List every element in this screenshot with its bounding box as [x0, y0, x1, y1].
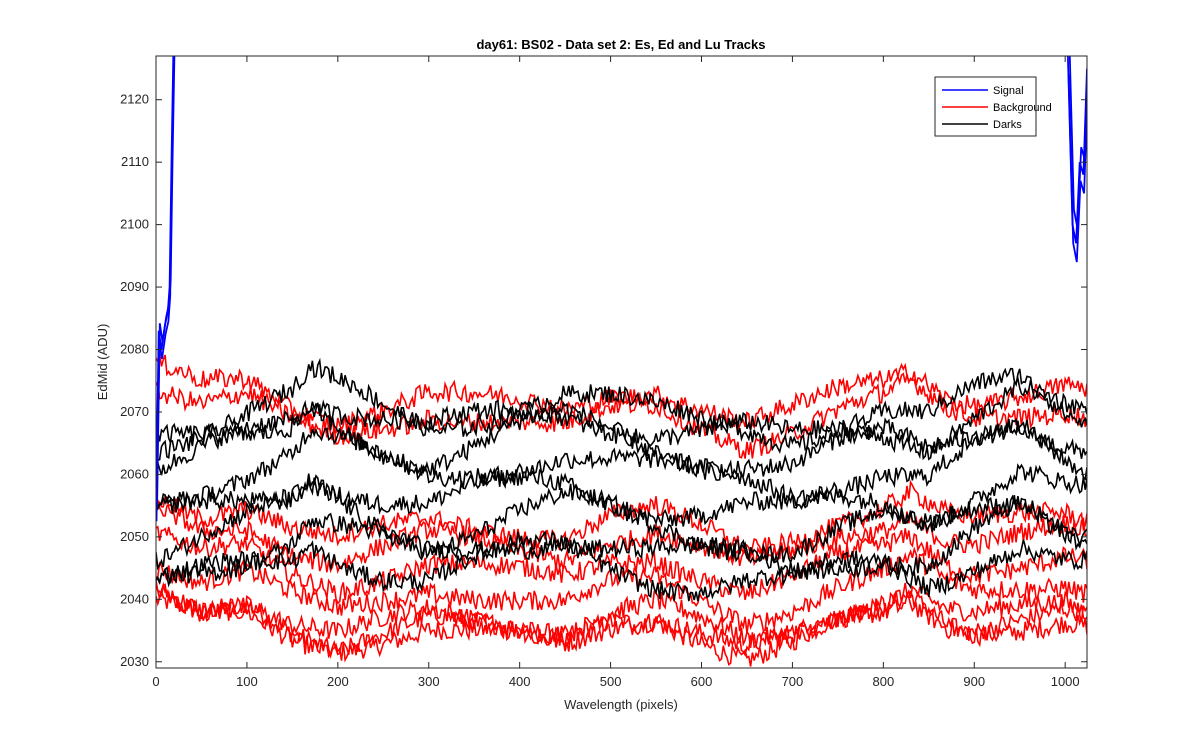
signal-trace-left: [156, 56, 176, 505]
y-axis: 2030 2040 2050 2060 2070 2080 2090 2100 2110 2120: [120, 92, 1087, 669]
x-tick-label: 800: [872, 674, 894, 689]
trace-group: [156, 56, 1087, 667]
x-tick-label: 100: [236, 674, 258, 689]
y-tick-label: 2050: [120, 529, 149, 544]
y-tick-label: 2090: [120, 279, 149, 294]
y-tick-label: 2040: [120, 591, 149, 606]
x-tick-label: 700: [782, 674, 804, 689]
x-axis: 0 100 200 300 400 500 600 700 800 900 1000: [152, 56, 1080, 689]
legend: Signal Background Darks: [934, 76, 1052, 137]
background-trace: [156, 479, 1087, 557]
y-tick-label: 2110: [121, 154, 149, 169]
legend-label-signal: Signal: [993, 85, 1024, 97]
background-trace: [156, 353, 1087, 434]
darks-trace: [156, 463, 1087, 533]
y-axis-label: EdMid (ADU): [95, 324, 110, 401]
y-tick-label: 2120: [120, 92, 149, 107]
darks-trace: [156, 376, 1087, 461]
x-tick-label: 200: [327, 674, 349, 689]
darks-trace: [156, 530, 1087, 602]
y-tick-label: 2030: [120, 654, 149, 669]
axes-box: [155, 55, 1088, 669]
background-trace: [156, 583, 1087, 659]
legend-label-background: Background: [993, 102, 1052, 114]
darks-trace: [156, 418, 1087, 512]
signal-trace-right: [1068, 56, 1087, 229]
data-traces: [156, 56, 1087, 667]
x-tick-label: 500: [600, 674, 622, 689]
x-tick-label: 400: [509, 674, 531, 689]
darks-trace: [156, 494, 1087, 585]
legend-label-darks: Darks: [993, 119, 1022, 131]
x-axis-label: Wavelength (pixels): [564, 697, 678, 712]
chart-title: day61: BS02 - Data set 2: Es, Ed and Lu …: [476, 37, 765, 52]
y-tick-label: 2100: [120, 217, 149, 232]
x-tick-label: 900: [963, 674, 985, 689]
x-tick-label: 300: [418, 674, 440, 689]
y-tick-label: 2080: [120, 342, 149, 357]
x-tick-label: 0: [152, 674, 159, 689]
y-tick-label: 2070: [120, 404, 149, 419]
x-tick-label: 600: [691, 674, 713, 689]
darks-trace: [156, 357, 1087, 461]
background-trace: [156, 580, 1087, 649]
y-tick-label: 2060: [120, 466, 149, 481]
x-tick-label: 1000: [1051, 674, 1080, 689]
